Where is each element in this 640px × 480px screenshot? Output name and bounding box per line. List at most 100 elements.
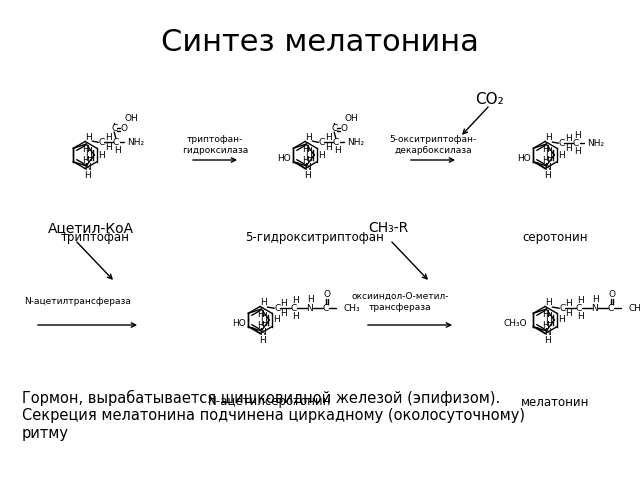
Text: OH: OH — [124, 114, 138, 123]
Text: CH₃: CH₃ — [344, 304, 360, 313]
Text: Секреция мелатонина подчинена циркадному (околосуточному): Секреция мелатонина подчинена циркадному… — [22, 408, 525, 423]
Text: N: N — [307, 304, 313, 313]
Text: H: H — [98, 151, 104, 159]
Text: H: H — [292, 312, 299, 321]
Text: H: H — [105, 133, 112, 142]
Text: H: H — [259, 336, 266, 346]
Text: H: H — [335, 146, 341, 155]
Text: H: H — [305, 147, 312, 156]
Text: H: H — [577, 296, 584, 305]
Text: N-ацетилсеротонин: N-ацетилсеротонин — [208, 396, 332, 408]
Text: H: H — [260, 319, 268, 328]
Text: H: H — [115, 146, 121, 155]
Text: H: H — [592, 295, 599, 304]
Text: H: H — [558, 151, 564, 159]
Text: H: H — [575, 131, 581, 140]
Text: CO₂: CO₂ — [476, 93, 504, 108]
Text: 5-гидрокситриптофан: 5-гидрокситриптофан — [246, 230, 385, 243]
Text: H: H — [545, 298, 552, 307]
Text: H: H — [105, 143, 112, 152]
Text: H: H — [257, 321, 264, 330]
Text: N: N — [84, 163, 91, 172]
Text: оксииндол-О-метил-
трансфераза: оксииндол-О-метил- трансфераза — [351, 292, 449, 312]
Text: C: C — [331, 123, 337, 132]
Text: Гормон, вырабатывается шишковидной железой (эпифизом).: Гормон, вырабатывается шишковидной желез… — [22, 390, 500, 406]
Text: C: C — [575, 304, 582, 313]
Text: 5-окситриптофан-
декарбоксилаза: 5-окситриптофан- декарбоксилаза — [389, 135, 477, 155]
Text: H: H — [565, 309, 572, 318]
Text: H: H — [280, 309, 287, 318]
Text: C: C — [113, 138, 119, 147]
Text: C: C — [333, 138, 339, 147]
Text: C: C — [323, 304, 329, 313]
Text: H: H — [541, 145, 548, 154]
Text: C: C — [99, 138, 104, 147]
Text: H: H — [544, 336, 550, 346]
Text: H: H — [85, 133, 92, 142]
Text: H: H — [301, 156, 308, 165]
Text: H: H — [318, 151, 324, 159]
Text: H: H — [257, 310, 264, 319]
Text: H: H — [82, 156, 88, 165]
Text: H: H — [292, 296, 299, 305]
Text: H: H — [307, 295, 314, 304]
Text: мелатонин: мелатонин — [521, 396, 589, 408]
Text: N: N — [259, 328, 266, 337]
Text: Ацетил-КоА: Ацетил-КоА — [48, 221, 134, 235]
Text: Синтез мелатонина: Синтез мелатонина — [161, 28, 479, 57]
Text: H: H — [545, 147, 552, 156]
Text: H: H — [325, 133, 332, 142]
Text: серотонин: серотонин — [522, 230, 588, 243]
Text: N: N — [304, 163, 310, 172]
Text: H: H — [305, 133, 312, 142]
Text: H: H — [577, 312, 584, 321]
Text: O: O — [121, 123, 128, 132]
Text: N: N — [544, 163, 550, 172]
Text: C: C — [573, 139, 579, 148]
Text: C: C — [291, 304, 296, 313]
Text: H: H — [84, 171, 91, 180]
Text: O: O — [608, 290, 615, 299]
Text: H: H — [86, 154, 92, 163]
Text: H: H — [86, 147, 92, 156]
Text: H: H — [541, 310, 548, 319]
Text: H: H — [565, 134, 572, 143]
Text: N: N — [544, 328, 550, 337]
Text: NH₂: NH₂ — [347, 138, 364, 147]
Text: H: H — [565, 299, 572, 308]
Text: HO: HO — [517, 154, 531, 163]
Text: H: H — [541, 156, 548, 165]
Text: H: H — [82, 145, 88, 154]
Text: N: N — [591, 304, 598, 313]
Text: триптофан: триптофан — [61, 230, 129, 243]
Text: C: C — [558, 139, 564, 148]
Text: H: H — [545, 133, 552, 142]
Text: H: H — [304, 171, 310, 180]
Text: O: O — [340, 123, 348, 132]
Text: NH₂: NH₂ — [127, 138, 144, 147]
Text: H: H — [545, 319, 552, 328]
Text: H: H — [565, 144, 572, 153]
Text: H: H — [541, 321, 548, 330]
Text: H: H — [260, 298, 267, 307]
Text: C: C — [275, 304, 280, 313]
Text: ритму: ритму — [22, 426, 69, 441]
Text: H: H — [558, 315, 564, 324]
Text: O: O — [323, 290, 330, 299]
Text: OH: OH — [344, 114, 358, 123]
Text: C: C — [607, 304, 614, 313]
Text: H: H — [301, 145, 308, 154]
Text: CH₃: CH₃ — [629, 304, 640, 313]
Text: CH₃O: CH₃O — [504, 319, 527, 328]
Text: H: H — [260, 312, 268, 321]
Text: N-ацетилтрансфераза: N-ацетилтрансфераза — [24, 298, 131, 307]
Text: H: H — [305, 154, 312, 163]
Text: H: H — [280, 299, 287, 308]
Text: CH₃-R: CH₃-R — [368, 221, 408, 235]
Text: H: H — [545, 312, 552, 321]
Text: NH₂: NH₂ — [587, 139, 604, 148]
Text: C: C — [111, 123, 117, 132]
Text: H: H — [325, 143, 332, 152]
Text: HO: HO — [277, 154, 291, 163]
Text: H: H — [545, 154, 552, 163]
